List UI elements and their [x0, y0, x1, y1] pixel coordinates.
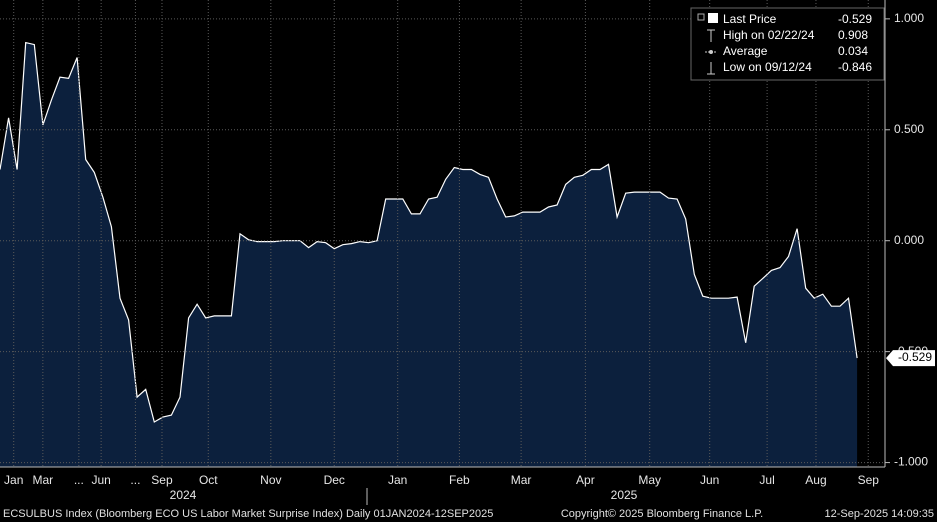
legend: Last Price -0.529 High on 02/22/24 0.908… [690, 7, 885, 81]
year-label: 2025 [611, 488, 638, 502]
x-tick-label: Jul [759, 473, 774, 487]
legend-value: 0.034 [838, 44, 868, 58]
legend-swatch [708, 13, 718, 23]
legend-icon [707, 62, 715, 75]
x-tick-label: Jun [91, 473, 110, 487]
x-tick-label: Mar [33, 473, 54, 487]
area [0, 42, 858, 467]
legend-box [690, 7, 885, 81]
last-price-flag [886, 350, 935, 367]
legend-label: Last Price [723, 12, 777, 26]
legend-icon [709, 50, 713, 54]
x-tick-label: Feb [449, 473, 470, 487]
footer-bar [0, 505, 937, 522]
footer-center: Copyright© 2025 Bloomberg Finance L.P. [561, 508, 763, 520]
x-tick-label: Jan [4, 473, 23, 487]
y-tick-label: 0.500 [894, 122, 924, 136]
legend-icon [707, 29, 715, 42]
x-tick-label: Nov [260, 473, 281, 487]
x-tick-label: Oct [199, 473, 218, 487]
footer-right: 12-Sep-2025 14:09:35 [825, 508, 934, 520]
y-tick-label: 1.000 [894, 11, 924, 25]
y-tick-label: -1.000 [894, 455, 928, 469]
x-tick-label: Apr [576, 473, 595, 487]
x-tick-label: Sep [858, 473, 880, 487]
legend-label: Low on 09/12/24 [723, 60, 812, 74]
x-tick-label: ... [130, 473, 140, 487]
footer-left: ECSULBUS Index (Bloomberg ECO US Labor M… [3, 508, 493, 520]
legend-label: High on 02/22/24 [723, 28, 815, 42]
x-tick-label: Sep [151, 473, 173, 487]
x-tick-label: May [638, 473, 661, 487]
x-tick-label: Dec [324, 473, 345, 487]
y-tick-label: 0.000 [894, 233, 924, 247]
legend-value: -0.529 [838, 12, 872, 26]
legend-value: -0.846 [838, 60, 872, 74]
legend-toggle [697, 13, 705, 21]
x-tick-label: Jun [700, 473, 719, 487]
year-label: 2024 [170, 488, 197, 502]
plot-area [0, 0, 885, 467]
last-price-label: -0.529 [898, 350, 932, 364]
x-tick-label: Mar [511, 473, 532, 487]
legend-value: 0.908 [838, 28, 868, 42]
x-tick-label: Aug [805, 473, 826, 487]
x-tick-label: Jan [388, 473, 407, 487]
legend-label: Average [723, 44, 768, 58]
line [0, 41, 858, 423]
x-tick-label: ... [74, 473, 84, 487]
